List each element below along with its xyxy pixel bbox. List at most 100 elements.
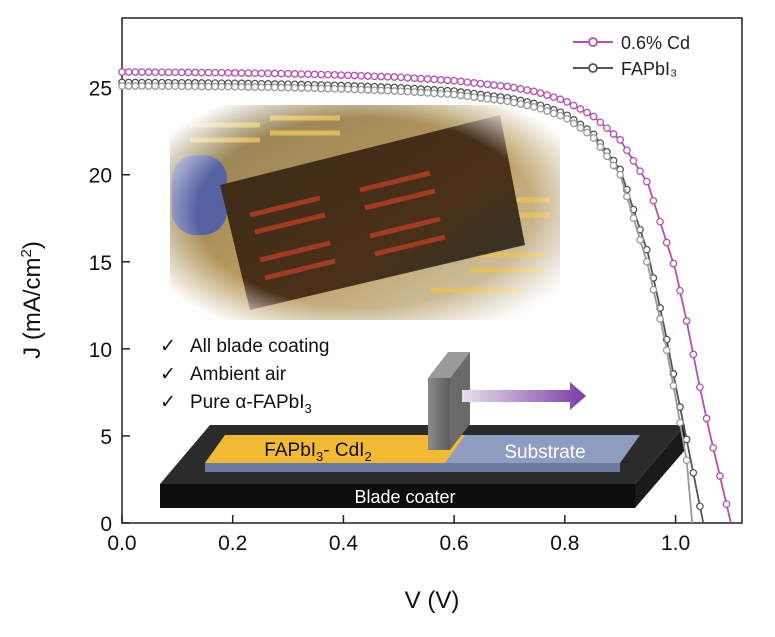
data-point <box>549 93 558 102</box>
data-point <box>151 82 160 90</box>
data-point <box>277 83 286 92</box>
data-point <box>257 83 266 92</box>
data-point <box>563 114 571 123</box>
data-point <box>689 350 698 359</box>
data-point <box>224 82 233 91</box>
data-point <box>363 72 372 80</box>
data-point <box>324 84 332 93</box>
checklist-item: All blade coating <box>190 336 329 357</box>
data-point <box>530 103 538 111</box>
data-point <box>264 69 272 78</box>
data-point <box>297 84 306 92</box>
data-point <box>603 124 611 133</box>
data-point <box>510 83 518 92</box>
data-point <box>496 96 505 105</box>
data-point <box>669 259 678 268</box>
data-point <box>576 124 585 132</box>
data-point <box>211 82 219 91</box>
data-point <box>636 167 644 176</box>
data-point <box>437 76 445 84</box>
data-point <box>583 108 591 117</box>
data-point <box>549 109 558 118</box>
data-point <box>510 98 518 107</box>
legend-label-cd: 0.6% Cd <box>621 33 690 53</box>
data-point <box>324 70 332 79</box>
data-point <box>357 71 365 80</box>
data-point <box>251 69 259 78</box>
data-point <box>304 70 312 79</box>
data-point <box>138 68 146 76</box>
data-point <box>716 472 724 480</box>
data-point <box>629 156 638 165</box>
data-point <box>456 91 465 100</box>
data-point <box>284 69 292 78</box>
data-point <box>118 68 126 76</box>
data-point <box>556 95 565 104</box>
data-point <box>662 346 671 355</box>
data-point <box>722 500 731 509</box>
data-point <box>390 73 399 81</box>
data-point <box>124 68 133 76</box>
plot-frame <box>121 17 743 524</box>
data-point <box>523 101 532 110</box>
data-point <box>124 82 133 90</box>
checklist-item: Pure α-FAPbI3 <box>190 392 312 416</box>
data-point <box>377 86 385 95</box>
data-point <box>204 82 213 91</box>
data-point <box>290 70 299 78</box>
data-point <box>171 82 179 91</box>
data-point <box>197 82 206 91</box>
data-point <box>244 83 253 91</box>
data-point <box>696 502 704 511</box>
data-point <box>297 70 306 78</box>
data-point <box>642 177 651 186</box>
data-point <box>417 88 425 97</box>
data-point <box>217 82 226 91</box>
data-point <box>483 94 492 103</box>
device-photo <box>165 100 565 325</box>
data-point <box>649 196 658 205</box>
data-point <box>702 414 711 423</box>
data-point <box>270 69 279 78</box>
data-point <box>257 69 266 78</box>
data-point <box>184 68 193 77</box>
x-tick-label: 0.4 <box>329 532 359 555</box>
y-tick-label: 5 <box>100 426 112 449</box>
data-point <box>383 72 392 81</box>
legend-label-fapbi3: FAPbI₃ <box>621 59 677 79</box>
data-point <box>516 100 525 108</box>
data-point <box>270 83 279 92</box>
data-point <box>642 257 651 266</box>
data-point <box>676 418 684 427</box>
data-point <box>377 72 385 81</box>
data-point <box>503 97 512 106</box>
x-tick-label: 1.0 <box>661 532 690 555</box>
data-point <box>171 68 179 77</box>
data-point <box>623 192 631 201</box>
data-point <box>609 130 618 138</box>
data-point <box>603 152 611 161</box>
data-point <box>158 68 166 77</box>
data-point <box>284 83 292 92</box>
data-point <box>523 86 532 94</box>
data-point <box>616 136 625 144</box>
coater-label: Blade coater <box>354 487 455 507</box>
data-point <box>370 86 379 95</box>
data-point <box>118 82 126 90</box>
data-point <box>490 95 498 104</box>
data-point <box>423 75 432 83</box>
data-point <box>470 79 478 87</box>
x-tick-label: 0.8 <box>550 532 579 555</box>
data-point <box>211 68 219 77</box>
feature-checklist: ✓ All blade coating ✓ Ambient air ✓ Pure… <box>160 336 329 416</box>
data-point <box>383 86 392 95</box>
data-point <box>138 82 146 90</box>
data-point <box>337 85 346 93</box>
data-point <box>430 75 439 84</box>
data-point <box>682 456 691 465</box>
y-tick-label: 15 <box>89 252 112 275</box>
y-axis-label: J (mA/cm2) <box>18 241 46 359</box>
data-point <box>390 87 399 95</box>
data-point <box>184 82 193 91</box>
data-point <box>164 68 173 77</box>
